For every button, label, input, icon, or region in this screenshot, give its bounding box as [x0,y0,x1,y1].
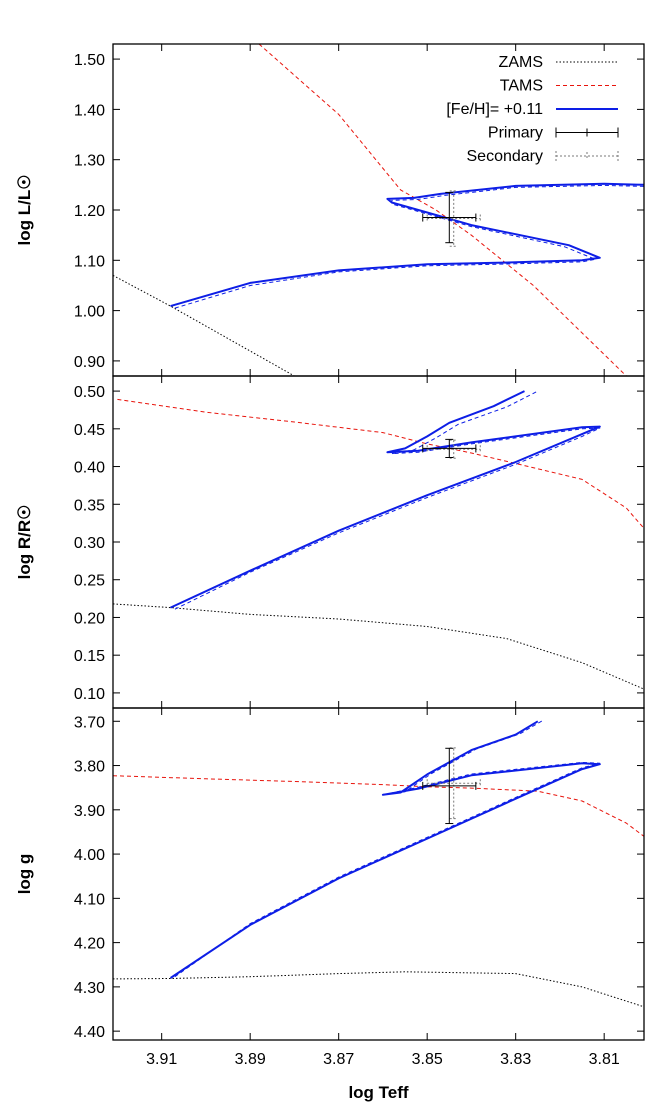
tams-line [117,398,644,529]
y-tick-label: 1.20 [74,203,105,220]
y-axis-title: log L/L☉ [15,175,34,246]
x-tick-label: 3.87 [323,1051,354,1068]
y-tick-label: 3.70 [74,714,105,731]
secondary-point [426,190,481,247]
legend-label-secondary: Secondary [467,148,544,165]
x-tick-label: 3.83 [500,1051,531,1068]
y-tick-label: 0.10 [74,686,105,703]
track-line [170,182,644,308]
legend-label-track: [Fe/H]= +0.11 [446,101,543,118]
tams-line [113,775,644,837]
y-tick-label: 4.40 [74,1024,105,1041]
y-tick-label: 4.30 [74,980,105,997]
y-tick-label: 4.00 [74,847,105,864]
primary-point [422,191,477,244]
secondary-point [426,747,481,820]
track-line [170,390,601,609]
y-tick-label: 1.10 [74,253,105,270]
panel-frame [112,43,645,377]
x-tick-label: 3.85 [412,1051,443,1068]
y-tick-label: 1.00 [74,304,105,321]
track-line-dashed [174,184,644,309]
y-axis-title: log R/R☉ [15,505,34,580]
x-axis-title: log Teff [348,1083,408,1102]
legend-swatch-secondary [555,151,619,161]
y-tick-label: 3.90 [74,803,105,820]
panel-frame [112,707,645,1041]
legend-label-tams: TAMS [500,78,543,95]
plot-area [113,390,644,690]
legend-label-primary: Primary [488,125,543,142]
track-line-dashed [174,390,601,610]
y-tick-label: 1.40 [74,102,105,119]
plot-area [113,44,644,376]
legend-swatch-primary [555,127,619,138]
x-tick-label: 3.81 [589,1051,620,1068]
y-tick-label: 0.15 [74,648,105,665]
x-tick-label: 3.91 [146,1051,177,1068]
primary-point [422,747,477,825]
zams-line [113,603,644,690]
y-tick-label: 0.90 [74,354,105,371]
y-tick-label: 0.35 [74,497,105,514]
plot-area [113,720,644,1008]
x-tick-label: 3.89 [235,1051,266,1068]
y-axis-title: log g [15,854,34,895]
legend-label-zams: ZAMS [499,54,543,71]
y-tick-label: 1.30 [74,153,105,170]
primary-point [422,438,477,458]
track-line-dashed [174,720,601,978]
legend: ZAMS TAMS [Fe/H]= +0.11 Primary Secondary [446,54,619,165]
panel-gravity: 3.70 3.80 3.90 4.00 4.10 4.20 4.30 4.40 3.91 3.89… [15,707,645,1102]
y-tick-label: 0.25 [74,573,105,590]
y-tick-label: 0.20 [74,610,105,627]
y-tick-label: 0.40 [74,460,105,477]
zams-line [113,971,644,1008]
y-tick-label: 0.45 [74,422,105,439]
track-line [169,720,601,979]
y-tick-label: 4.10 [74,891,105,908]
panel-radius: 0.50 0.45 0.40 0.35 0.30 0.25 0.20 0.15 0.10 log … [15,375,645,709]
y-tick-label: 3.80 [74,759,105,776]
zams-line [113,274,295,376]
y-tick-label: 0.50 [74,384,105,401]
secondary-point [426,439,481,459]
y-tick-label: 1.50 [74,52,105,69]
y-tick-label: 0.30 [74,535,105,552]
panel-luminosity: 1.50 1.40 1.30 1.20 1.10 1.00 0.90 log L/L☉ [15,43,645,377]
panel-frame [112,375,645,709]
tams-line [258,44,627,376]
y-tick-label: 4.20 [74,936,105,953]
